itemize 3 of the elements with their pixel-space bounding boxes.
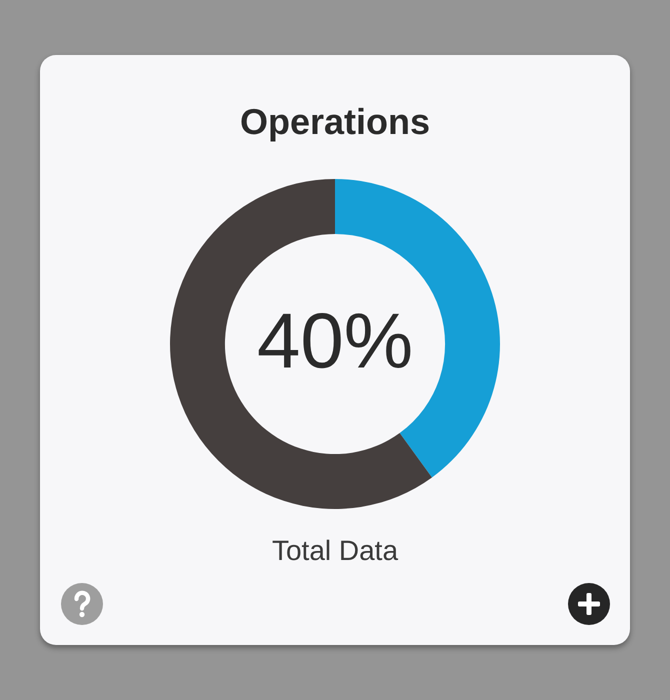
text: Total Data [272,535,398,566]
chart-title: Operations [240,101,430,142]
data-label: 40% [256,296,414,385]
